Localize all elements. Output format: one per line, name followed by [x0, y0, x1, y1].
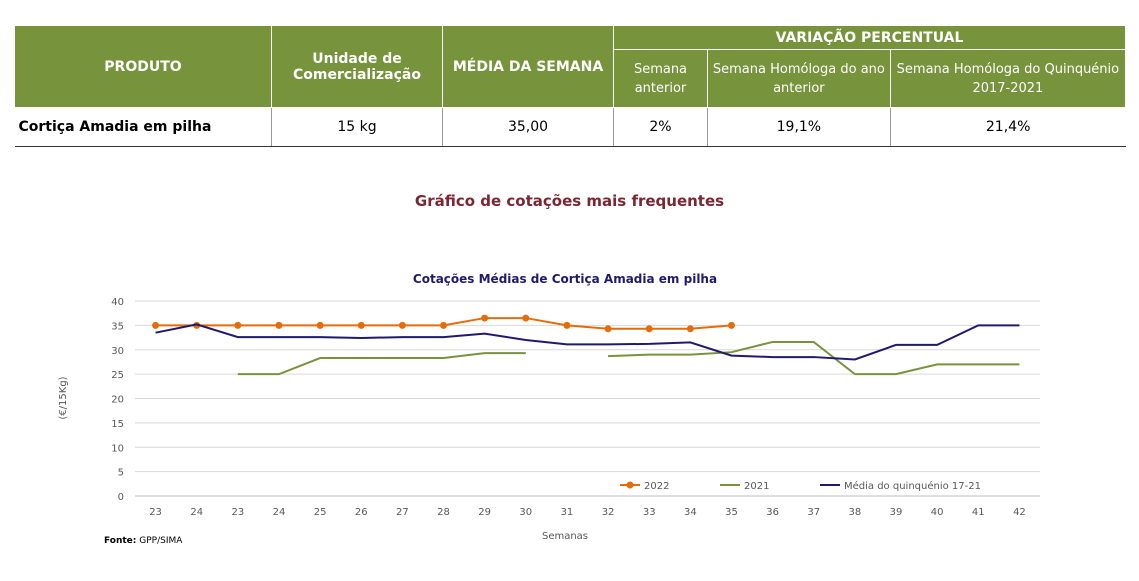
x-tick-label: 24: [273, 507, 286, 518]
x-tick-label: 32: [602, 507, 615, 518]
x-tick-label: 33: [643, 507, 656, 518]
x-tick-label: 26: [355, 507, 368, 518]
x-tick-label: 28: [437, 507, 450, 518]
data-point: [440, 321, 448, 329]
y-tick-label: 25: [111, 370, 124, 381]
y-tick-label: 0: [118, 492, 124, 503]
series-line-Média do quinquénio 17-21: [155, 323, 1020, 361]
header-media: MÉDIA DA SEMANA: [442, 25, 614, 108]
x-tick-label: 37: [807, 507, 820, 518]
x-tick-label: 31: [561, 507, 574, 518]
x-tick-label: 34: [684, 507, 697, 518]
x-tick-label: 39: [890, 507, 903, 518]
price-table: PRODUTO Unidade de Comercialização MÉDIA…: [14, 25, 1127, 147]
x-tick-label: 35: [725, 507, 738, 518]
x-tick-label: 24: [190, 507, 203, 518]
x-axis-label: Semanas: [542, 531, 588, 542]
series-line-2021: [237, 352, 526, 376]
data-point: [152, 321, 160, 329]
data-point: [316, 321, 324, 329]
y-axis-label: (€/15Kg): [58, 376, 69, 419]
legend-label: 2022: [644, 481, 669, 492]
data-point: [522, 314, 530, 322]
x-tick-label: 41: [972, 507, 985, 518]
chart-title: Cotações Médias de Cortiça Amadia em pil…: [413, 272, 717, 286]
x-tick-label: 42: [1013, 507, 1026, 518]
data-point: [357, 321, 365, 329]
data-point: [645, 325, 653, 333]
legend-label: Média do quinquénio 17-21: [844, 480, 981, 492]
source-note: Fonte: GPP/SIMA: [104, 536, 182, 546]
y-tick-label: 15: [111, 419, 124, 430]
header-homologa-quinquenio: Semana Homóloga do Quinquénio 2017-2021: [889, 49, 1127, 108]
source-value: GPP/SIMA: [139, 536, 183, 546]
y-tick-label: 20: [111, 395, 124, 406]
data-point: [604, 325, 612, 333]
x-tick-label: 30: [519, 507, 532, 518]
cell-media: 35,00: [442, 107, 614, 147]
data-point: [727, 321, 735, 329]
section-title: Gráfico de cotações mais frequentes: [414, 192, 725, 210]
data-point: [563, 321, 571, 329]
y-tick-label: 10: [111, 443, 124, 454]
cell-homologa-ano: 19,1%: [706, 107, 891, 147]
y-tick-label: 40: [111, 297, 124, 308]
data-point: [398, 321, 406, 329]
legend-marker: [626, 481, 634, 489]
y-tick-label: 35: [111, 321, 124, 332]
cell-homologa-quinquenio: 21,4%: [889, 107, 1126, 147]
x-tick-label: 29: [478, 507, 491, 518]
x-tick-label: 23: [149, 507, 162, 518]
header-homologa-ano: Semana Homóloga do ano anterior: [706, 49, 891, 108]
header-produto: PRODUTO: [14, 25, 272, 108]
x-tick-label: 27: [396, 507, 409, 518]
x-tick-label: 38: [849, 507, 862, 518]
y-tick-label: 30: [111, 346, 124, 357]
series-line-2021: [608, 340, 1020, 376]
data-point: [275, 321, 283, 329]
source-label: Fonte:: [104, 536, 137, 546]
data-point: [686, 325, 694, 333]
x-tick-label: 40: [931, 507, 944, 518]
data-point: [481, 314, 489, 322]
cell-semana-anterior: 2%: [613, 107, 708, 147]
data-point: [234, 321, 242, 329]
cell-unidade: 15 kg: [271, 107, 443, 147]
x-tick-label: 36: [766, 507, 779, 518]
legend-label: 2021: [744, 481, 769, 492]
x-tick-label: 25: [314, 507, 327, 518]
y-tick-label: 5: [118, 468, 124, 479]
header-semana-anterior: Semana anterior: [613, 49, 708, 108]
cell-produto: Cortiça Amadia em pilha: [14, 107, 272, 147]
x-tick-label: 23: [231, 507, 244, 518]
